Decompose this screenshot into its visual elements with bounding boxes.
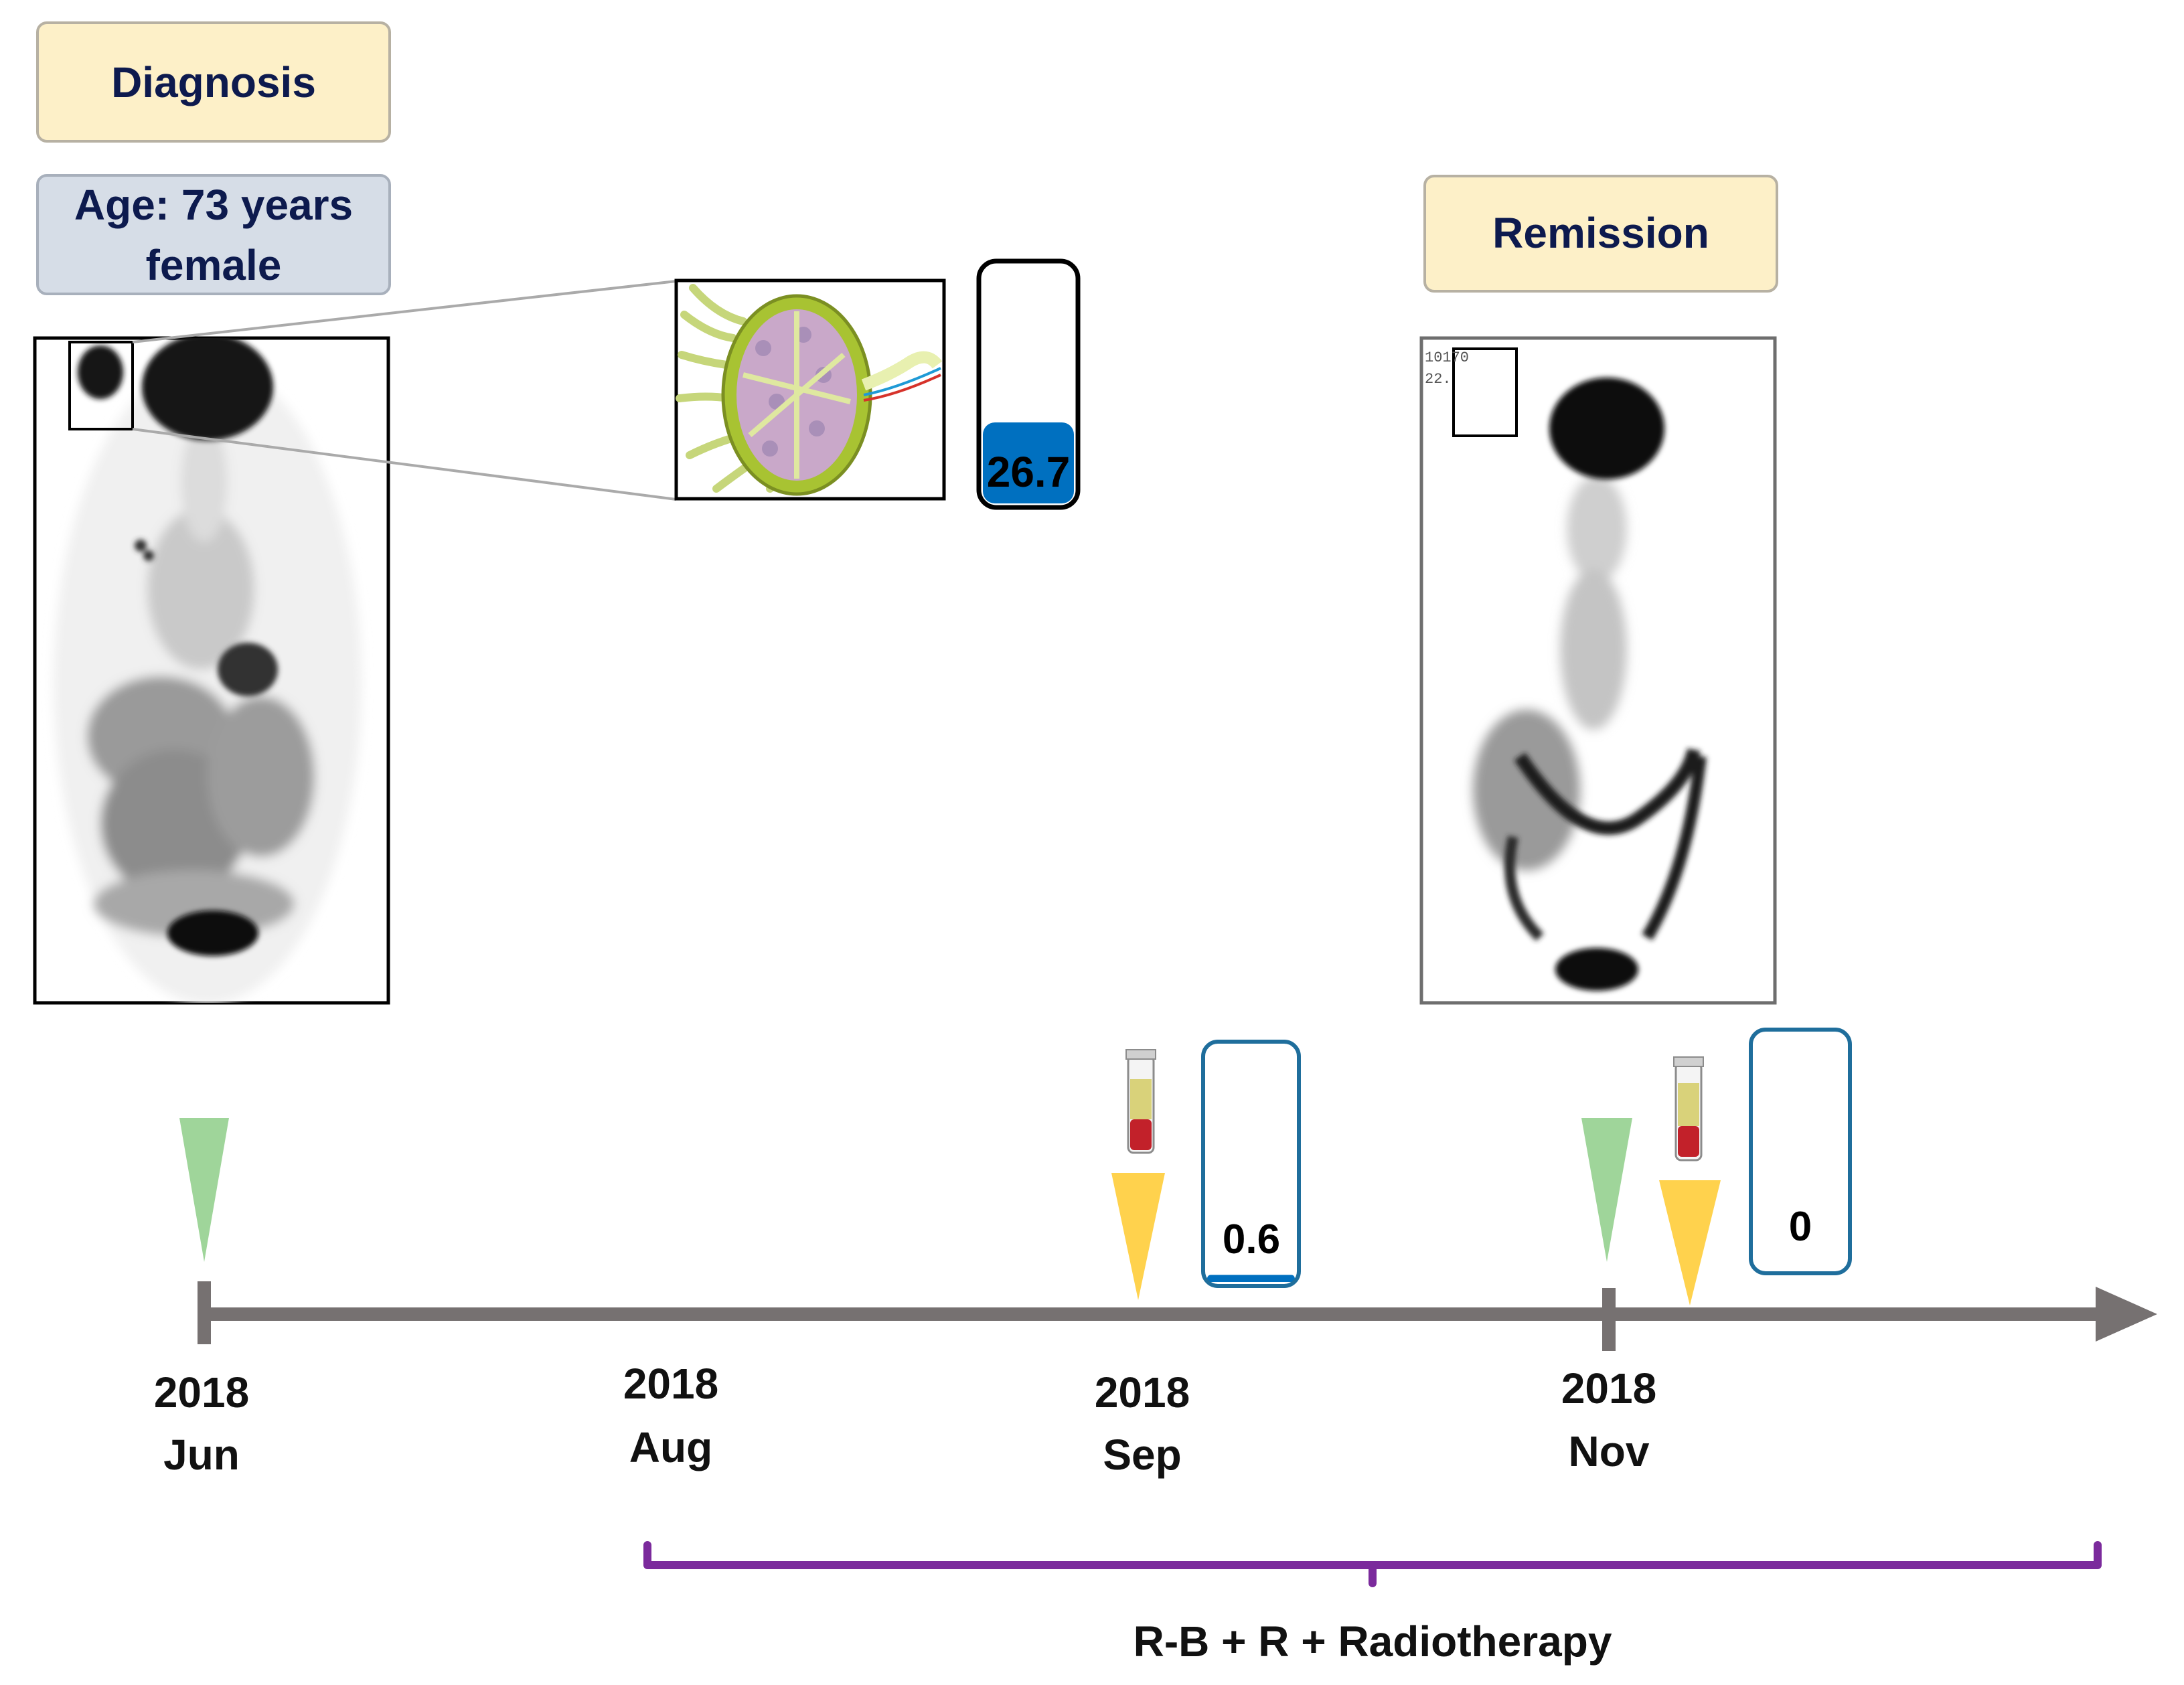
scan-overlay-text-1: 10170 (1425, 349, 1469, 366)
tick-label-jun: 2018 Jun (154, 1368, 249, 1479)
gauge-nov: 0 (1749, 1028, 1852, 1275)
tick-label-sep: 2018 Sep (1095, 1368, 1190, 1479)
svg-text:Aug: Aug (629, 1423, 712, 1471)
patient-sex-label: female (146, 241, 282, 289)
svg-text:2018: 2018 (1095, 1368, 1190, 1417)
svg-text:Jun: Jun (163, 1431, 240, 1479)
blood-test-marker-sep (1111, 1173, 1165, 1300)
diagnosis-label: Diagnosis (111, 58, 316, 106)
pet-scan-remission: 10170 22. (1419, 336, 1777, 1005)
gauge-diagnosis: 26.7 (976, 258, 1081, 510)
gauge-diagnosis-fill (983, 422, 1074, 503)
gauge-sep-fill (1207, 1275, 1295, 1282)
svg-text:2018: 2018 (1561, 1364, 1656, 1413)
remission-label: Remission (1492, 209, 1709, 257)
lymph-node-illustration (674, 278, 946, 501)
gauge-sep-value: 0.6 (1223, 1216, 1280, 1263)
axis-arrowhead (2096, 1287, 2157, 1342)
therapy-bracket (643, 1541, 2102, 1587)
blood-tube-icon (1125, 1049, 1156, 1154)
tick-label-nov: 2018 Nov (1561, 1364, 1656, 1475)
patient-info-box: Age: 73 years female (36, 174, 391, 295)
pet-scan-marker-nov (1581, 1118, 1632, 1262)
gauge-sep: 0.6 (1201, 1040, 1301, 1288)
blood-test-marker-nov (1659, 1180, 1721, 1305)
therapy-label: R-B + R + Radiotherapy (1134, 1617, 1612, 1666)
svg-text:Nov: Nov (1569, 1427, 1650, 1475)
svg-text:2018: 2018 (154, 1368, 249, 1417)
tick-label-aug: 2018 Aug (623, 1360, 718, 1471)
diagnosis-box: Diagnosis (36, 21, 391, 143)
pet-scan-marker-jun (179, 1118, 229, 1262)
svg-text:2018: 2018 (623, 1360, 718, 1408)
remission-box: Remission (1423, 175, 1778, 293)
timeline-axis (198, 1281, 2157, 1351)
svg-text:Sep: Sep (1103, 1431, 1181, 1479)
patient-age-label: Age: 73 years (74, 181, 353, 229)
blood-tube-icon (1673, 1056, 1704, 1161)
gauge-nov-value: 0 (1789, 1204, 1812, 1250)
pet-scan-diagnosis (33, 336, 390, 1005)
gauge-diagnosis-value: 26.7 (987, 448, 1071, 496)
scan-overlay-text-2: 22. (1425, 371, 1452, 388)
